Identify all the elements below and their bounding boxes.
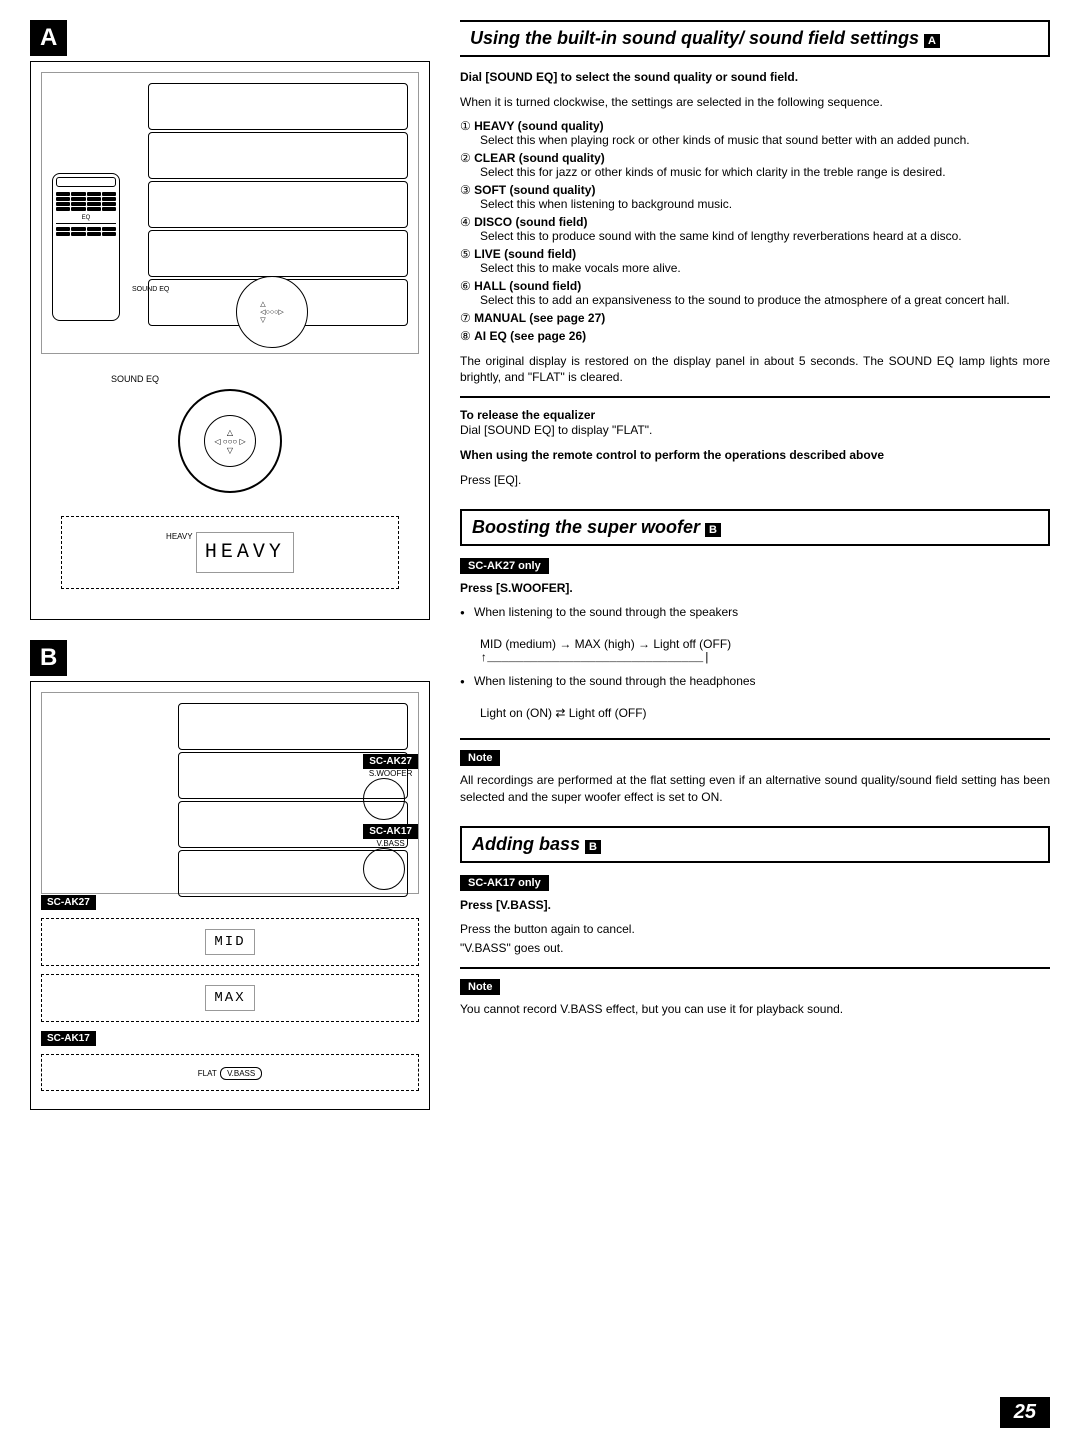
bullet-headphones: When listening to the sound through the … (460, 673, 1050, 690)
sc-ak17-badge: SC-AK17 (363, 824, 418, 839)
press-swoofer: Press [S.WOOFER]. (460, 580, 1050, 597)
bullet-speakers: When listening to the sound through the … (460, 604, 1050, 621)
restore-text: The original display is restored on the … (460, 353, 1050, 387)
remote-desc: Press [EQ]. (460, 472, 1050, 489)
remote-title: When using the remote control to perform… (460, 447, 1050, 464)
sc-ak27-badge: SC-AK27 (363, 754, 418, 769)
vbass-desc-1: Press the button again to cancel. (460, 921, 1050, 938)
section-title-sound-settings: Using the built-in sound quality/ sound … (460, 20, 1050, 57)
section-title-super-woofer: Boosting the super woofer B (460, 509, 1050, 546)
flow-headphones: Light on (ON) ⇄ Light off (OFF) (460, 698, 1050, 728)
press-vbass: Press [V.BASS]. (460, 897, 1050, 914)
stereo-system-drawing: △◁○○○▷▽ (148, 83, 408, 343)
page-number: 25 (1000, 1397, 1050, 1428)
diagram-b: SC-AK27 S.WOOFER SC-AK17 V.BASS SC-AK27 … (30, 681, 430, 1110)
eq-mode-list: ① HEAVY (sound quality)Select this when … (460, 119, 1050, 343)
note-badge-2: Note (460, 979, 500, 995)
dial-instruction: Dial [SOUND EQ] to select the sound qual… (460, 69, 1050, 86)
section-marker-b: B (30, 640, 67, 676)
dial-detail-icon: △◁ ○○○ ▷▽ (178, 389, 282, 493)
section-title-adding-bass: Adding bass B (460, 826, 1050, 863)
release-desc: Dial [SOUND EQ] to display "FLAT". (460, 422, 1050, 439)
swoofer-press-icon (363, 778, 405, 820)
vbass-indicator: V.BASS (220, 1067, 262, 1080)
section-marker-a: A (30, 20, 67, 56)
vbass-desc-2: "V.BASS" goes out. (460, 940, 1050, 957)
sc-ak27-label: SC-AK27 (41, 895, 96, 910)
sc-ak27-only-badge: SC-AK27 only (460, 558, 549, 574)
vbass-press-icon (363, 848, 405, 890)
mid-display: MID (205, 929, 254, 955)
note-text-1: All recordings are performed at the flat… (460, 772, 1050, 806)
note-badge-1: Note (460, 750, 500, 766)
flow-speakers: MID (medium) → MAX (high) → Light off (O… (460, 629, 1050, 673)
sound-eq-label: SOUND EQ (132, 286, 169, 293)
remote-control-drawing: EQ (52, 173, 120, 321)
sound-eq-caption: SOUND EQ (111, 374, 399, 384)
max-display: MAX (205, 985, 254, 1011)
note-text-2: You cannot record V.BASS effect, but you… (460, 1001, 1050, 1018)
diagram-a: EQ △◁○○○▷▽ SOUND (30, 61, 430, 620)
heavy-display: HEAVY (196, 532, 294, 573)
release-title: To release the equalizer (460, 408, 1050, 422)
dial-sub-instruction: When it is turned clockwise, the setting… (460, 94, 1050, 111)
sc-ak17-label: SC-AK17 (41, 1031, 96, 1046)
sc-ak17-only-badge: SC-AK17 only (460, 875, 549, 891)
